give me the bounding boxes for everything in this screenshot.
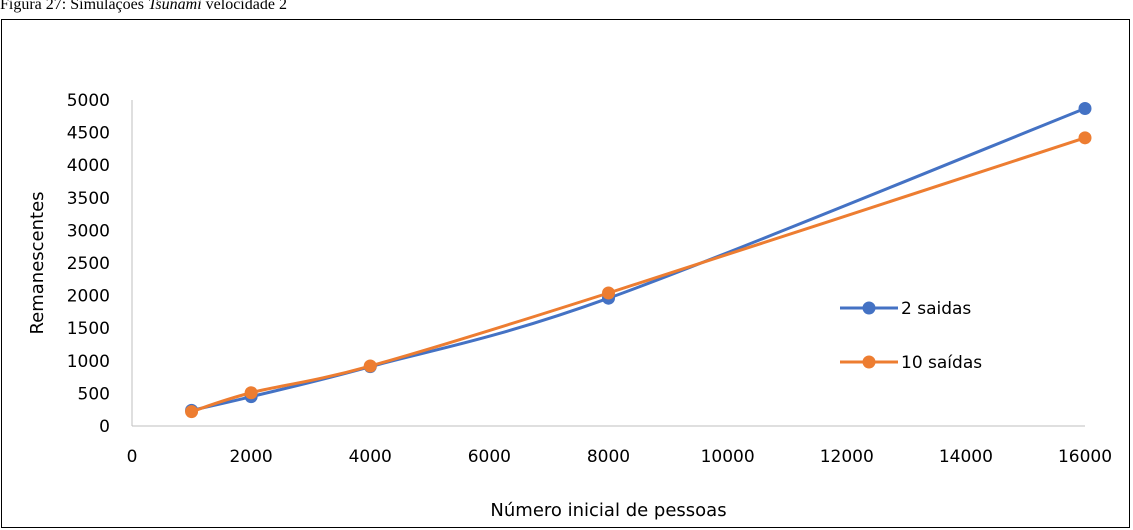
y-tick-labels: 0 500 1000 1500 2000 2500 3000 3500 4000 4500 5000 <box>67 91 110 437</box>
y-tick-label: 1500 <box>67 319 110 339</box>
y-axis-title: Remanescentes <box>27 191 48 334</box>
caption-italic: Tsunami <box>147 0 202 13</box>
y-tick-label: 1000 <box>67 352 110 372</box>
data-point <box>1078 101 1092 115</box>
y-tick-label: 2500 <box>67 254 110 274</box>
legend-marker <box>862 355 876 369</box>
data-point <box>363 359 377 373</box>
data-point <box>244 386 258 400</box>
y-tick-label: 3500 <box>67 189 110 209</box>
data-point <box>1078 131 1092 145</box>
x-tick-label: 12000 <box>820 447 874 467</box>
x-tick-label: 8000 <box>587 447 630 467</box>
legend-marker <box>862 301 876 315</box>
x-tick-label: 6000 <box>468 447 511 467</box>
caption-prefix: Figura 27: Simulações <box>0 0 148 13</box>
series-2 <box>185 131 1092 419</box>
x-tick-label: 16000 <box>1058 447 1112 467</box>
chart-frame <box>1 19 1130 528</box>
x-tick-label: 4000 <box>349 447 392 467</box>
y-tick-label: 4500 <box>67 124 110 144</box>
y-tick-label: 2000 <box>67 287 110 307</box>
legend: 2 saidas 10 saídas <box>840 299 982 373</box>
y-tick-label: 0 <box>99 417 110 437</box>
caption-suffix: velocidade 2 <box>201 0 287 13</box>
data-point <box>185 405 199 419</box>
x-axis-title: Número inicial de pessoas <box>490 500 726 521</box>
figure-caption: Figura 27: Simulações Tsunami velocidade… <box>0 0 287 14</box>
x-tick-label: 14000 <box>939 447 993 467</box>
legend-item: 10 saídas <box>840 353 982 373</box>
y-tick-label: 3000 <box>67 221 110 241</box>
x-tick-label: 10000 <box>701 447 755 467</box>
legend-item: 2 saidas <box>840 299 971 319</box>
y-tick-label: 500 <box>78 384 110 404</box>
x-tick-label: 2000 <box>229 447 272 467</box>
legend-label: 10 saídas <box>901 353 982 373</box>
series-layer <box>185 101 1092 419</box>
y-tick-label: 4000 <box>67 156 110 176</box>
legend-label: 2 saidas <box>901 299 971 319</box>
y-tick-label: 5000 <box>67 91 110 111</box>
x-tick-labels: 0 2000 4000 6000 8000 10000 12000 14000 16000 <box>127 447 1112 467</box>
x-tick-label: 0 <box>127 447 138 467</box>
axes <box>131 100 1085 427</box>
data-point <box>602 286 615 300</box>
